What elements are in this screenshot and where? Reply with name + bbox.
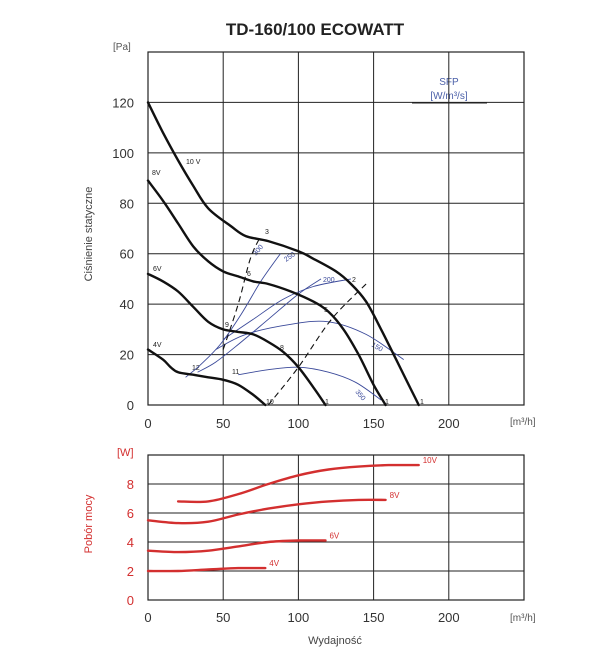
label-8v: 8V <box>152 170 161 177</box>
pressure-y-label: Ciśnienie statyczne <box>83 187 95 282</box>
pressure-y-tick: 100 <box>112 146 134 161</box>
sfp-curve <box>238 366 382 401</box>
point-label-1c: 1 <box>325 399 329 406</box>
power-series-label: 8V <box>390 491 400 500</box>
point-label-2: 2 <box>352 277 356 284</box>
label-6v: 6V <box>153 266 162 273</box>
pressure-y-tick: 80 <box>120 196 134 211</box>
sfp-label-200: 200 <box>323 277 335 284</box>
sfp-curve <box>222 278 352 340</box>
point-label-8: 8 <box>280 345 284 352</box>
sfp-label-350: 350 <box>353 389 366 403</box>
power-series-6v <box>146 539 327 554</box>
point-label-3: 3 <box>265 229 269 236</box>
pressure-y-tick: 0 <box>127 398 134 413</box>
power-y-unit: [W] <box>117 447 134 459</box>
point-label-6: 6 <box>247 271 251 278</box>
sfp-label-250: 250 <box>283 251 297 263</box>
power-x-tick: 50 <box>216 610 230 625</box>
power-series-8v <box>146 498 387 525</box>
power-y-tick: 6 <box>127 506 134 521</box>
chart-title: TD-160/100 ECOWATT <box>226 20 405 39</box>
point-label-1a: 1 <box>420 399 424 406</box>
pressure-y-tick: 40 <box>120 297 134 312</box>
pressure-x-tick: 50 <box>216 416 230 431</box>
point-label-9: 9 <box>225 322 229 329</box>
power-y-tick: 4 <box>127 535 134 550</box>
power-x-tick: 0 <box>144 610 151 625</box>
power-series-label: 6V <box>329 532 339 541</box>
pressure-series-4v <box>146 348 267 407</box>
system-curve-dashed <box>267 283 367 406</box>
pressure-x-tick: 100 <box>288 416 310 431</box>
pressure-series-6v <box>146 272 327 407</box>
label-10v: 10 V <box>186 159 201 166</box>
pressure-series-8v <box>146 179 387 407</box>
power-x-tick: 150 <box>363 610 385 625</box>
pressure-x-tick: 150 <box>363 416 385 431</box>
pressure-y-tick: 120 <box>112 95 134 110</box>
pressure-y-tick: 20 <box>120 348 134 363</box>
power-x-unit: [m³/h] <box>510 613 536 624</box>
sfp-label-150: 150 <box>370 342 384 354</box>
power-y-label: Pobór mocy <box>83 494 95 553</box>
pressure-y-tick: 60 <box>120 247 134 262</box>
power-y-tick: 2 <box>127 564 134 579</box>
power-y-tick: 8 <box>127 477 134 492</box>
power-series-label: 10V <box>423 456 438 465</box>
point-label-11: 11 <box>232 369 239 376</box>
power-x-label: Wydajność <box>308 635 362 647</box>
pressure-x-unit: [m³/h] <box>510 417 536 428</box>
power-x-tick: 100 <box>288 610 310 625</box>
pressure-x-tick: 200 <box>438 416 460 431</box>
label-4v: 4V <box>153 342 162 349</box>
power-series-4v <box>146 566 267 573</box>
power-plot-frame <box>147 454 525 601</box>
power-y-tick: 0 <box>127 593 134 608</box>
power-series-10v <box>176 463 420 504</box>
sfp-curve <box>215 320 404 360</box>
pressure-y-unit: [Pa] <box>113 42 131 53</box>
system-curve-dashed <box>222 235 262 350</box>
sfp-label-300: 300 <box>252 244 265 258</box>
power-series-label: 4V <box>269 559 279 568</box>
point-label-1b: 1 <box>385 399 389 406</box>
pressure-plot-frame <box>147 51 525 406</box>
pressure-x-tick: 0 <box>144 416 151 431</box>
pressure-series-10v <box>146 101 420 407</box>
power-x-tick: 200 <box>438 610 460 625</box>
